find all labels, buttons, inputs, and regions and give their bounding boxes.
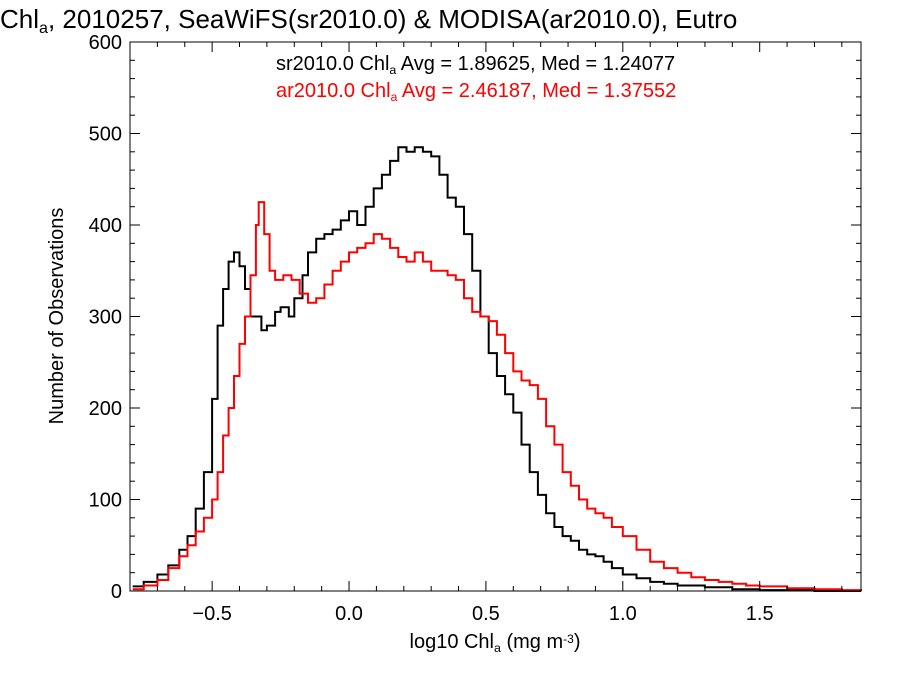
x-axis-label-part: log10 Chl	[410, 631, 495, 653]
chart-title-part: Chl	[0, 4, 39, 34]
legend-entry-sr2010.0-part: sr2010.0 Chl	[276, 53, 389, 75]
x-axis-label-part: a	[494, 641, 501, 655]
legend-entry-ar2010.0-part: a	[391, 90, 398, 104]
chart-title-part: a	[39, 19, 48, 37]
x-tick-label: 1.5	[746, 603, 774, 625]
y-tick-label: 400	[89, 215, 122, 237]
x-axis-label: log10 Chla (mg m-3)	[410, 631, 581, 655]
legend-entry-sr2010.0-part: a	[389, 63, 396, 77]
x-tick-label: 1.0	[609, 603, 637, 625]
legend: sr2010.0 Chla Avg = 1.89625, Med = 1.240…	[276, 53, 676, 104]
legend-entry-ar2010.0-part: Avg = 2.46187, Med = 1.37552	[397, 80, 676, 102]
y-axis-label: Number of Observations	[46, 208, 68, 425]
x-tick-label: 0.0	[335, 603, 363, 625]
legend-entry-sr2010.0-part: Avg = 1.89625, Med = 1.24077	[396, 53, 675, 75]
x-axis-label-part: )	[574, 631, 581, 653]
series-line-sr2010.0	[132, 146, 861, 592]
series-line-ar2010.0	[132, 201, 862, 592]
chart-title-part: , 2010257, SeaWiFS(sr2010.0) & MODISA(ar…	[48, 4, 737, 34]
y-tick-label: 300	[89, 307, 122, 329]
y-tick-label: 600	[89, 32, 122, 54]
chart-title: Chla, 2010257, SeaWiFS(sr2010.0) & MODIS…	[0, 4, 737, 37]
series-layer	[132, 146, 862, 592]
y-tick-label: 500	[89, 124, 122, 146]
legend-entry-ar2010.0: ar2010.0 Chla Avg = 2.46187, Med = 1.375…	[276, 80, 676, 104]
legend-entry-ar2010.0-part: ar2010.0 Chl	[276, 80, 391, 102]
tick-layer: −0.5 0.0 0.5 1.0 1.5 0 100 200 300 400 500 600	[89, 32, 861, 625]
legend-entry-sr2010.0: sr2010.0 Chla Avg = 1.89625, Med = 1.240…	[276, 53, 675, 77]
y-tick-label: 200	[89, 398, 122, 420]
x-tick-label: 0.5	[472, 603, 500, 625]
x-axis-label-part: (mg m	[501, 631, 563, 653]
x-axis-label-part: -3	[563, 632, 574, 646]
x-tick-label: −0.5	[192, 603, 231, 625]
y-tick-label: 100	[89, 490, 122, 512]
y-tick-label: 0	[111, 581, 122, 603]
